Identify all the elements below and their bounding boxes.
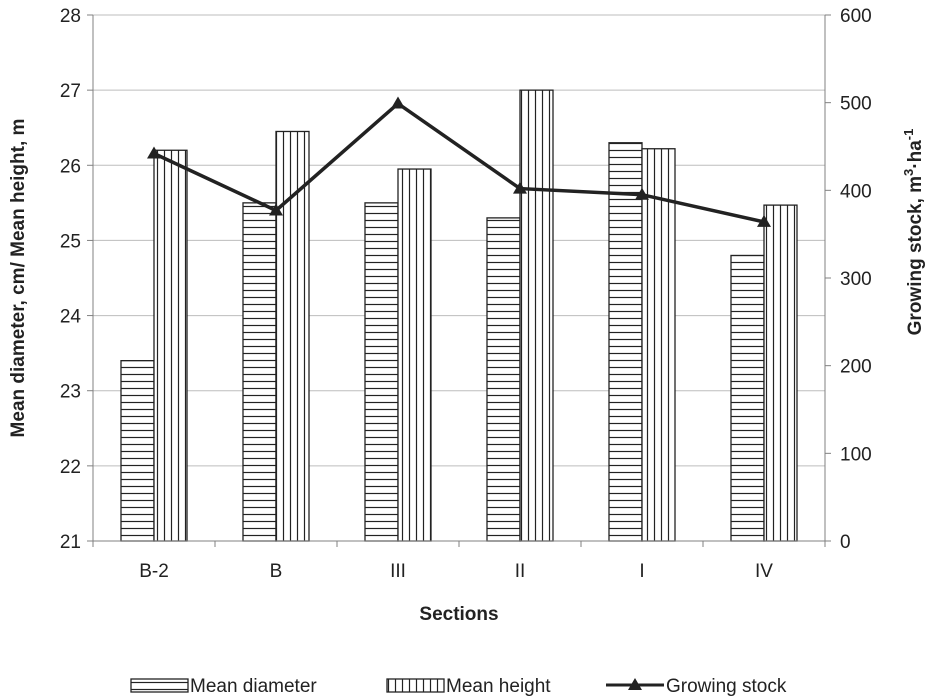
y-tick-label: 26 — [60, 156, 81, 177]
growing-stock-marker — [635, 187, 649, 200]
y-tick-label: 28 — [60, 6, 81, 27]
y2-tick-label: 100 — [840, 444, 872, 465]
growing-stock-marker — [391, 96, 405, 109]
y-tick-label: 22 — [60, 457, 81, 478]
tick-labels: 21 22 23 24 25 26 27 28 0 100 200 300 400 500 600 B-2 B I… — [60, 6, 872, 582]
growing-stock-marker — [269, 203, 283, 216]
y2-tick-label: 600 — [840, 6, 872, 27]
bar-mean-diameter — [120, 360, 155, 542]
y2-tick-label: 400 — [840, 181, 872, 202]
bars — [120, 89, 798, 542]
growing-stock-marker — [513, 181, 527, 194]
y-tick-label: 24 — [60, 307, 82, 328]
growing-stock-marker — [147, 146, 161, 159]
bar-mean-height — [397, 168, 432, 542]
growing-stock-polyline — [153, 101, 765, 224]
x-tick-label: III — [390, 561, 406, 582]
y2-tick-label: 500 — [840, 94, 872, 115]
growing-stock-marker — [757, 214, 771, 227]
legend-swatch-mean-diameter — [130, 678, 189, 693]
y2-axis-title-main: Growing stock, m — [905, 176, 926, 335]
y-tick-label: 25 — [60, 231, 81, 252]
bar-mean-height — [153, 149, 188, 542]
growing-stock-line — [147, 96, 771, 227]
legend: Mean diameter Mean height Growing stock — [130, 676, 787, 697]
y-tick-label: 27 — [60, 81, 81, 102]
bar-mean-height — [275, 130, 310, 542]
axes — [87, 14, 831, 547]
gridlines — [93, 14, 825, 467]
legend-label-mean-diameter: Mean diameter — [190, 676, 317, 697]
y2-axis-title-sup2: -1 — [901, 129, 916, 141]
bar-mean-height — [519, 89, 554, 542]
legend-label-growing-stock: Growing stock — [666, 676, 787, 697]
legend-swatch-mean-height — [386, 678, 445, 693]
y2-tick-label: 0 — [840, 532, 851, 553]
y2-axis-title: Growing stock, m3·ha-1 — [901, 129, 926, 336]
y2-axis-title-sup1: 3 — [901, 169, 916, 176]
x-tick-label: B — [270, 561, 283, 582]
legend-label-mean-height: Mean height — [446, 676, 551, 697]
bar-mean-diameter — [730, 254, 765, 542]
y-axis-title: Mean diameter, cm/ Mean height, m — [8, 119, 29, 438]
x-tick-label: B-2 — [139, 561, 169, 582]
x-axis-title: Sections — [419, 604, 498, 625]
y2-tick-label: 200 — [840, 357, 872, 378]
x-tick-label: IV — [755, 561, 773, 582]
x-tick-label: I — [639, 561, 644, 582]
bar-mean-diameter — [486, 217, 521, 542]
bar-mean-height — [641, 148, 676, 542]
y-tick-label: 23 — [60, 382, 81, 403]
bar-mean-diameter — [242, 202, 277, 542]
y2-tick-label: 300 — [840, 269, 872, 290]
bar-mean-diameter — [364, 202, 399, 542]
y2-axis-title-mid: ·ha — [905, 140, 926, 169]
legend-growing-stock-marker — [628, 678, 642, 690]
x-tick-label: II — [515, 561, 526, 582]
bar-mean-diameter — [608, 142, 643, 542]
y-tick-label: 21 — [60, 532, 81, 553]
bar-mean-height — [763, 204, 798, 542]
